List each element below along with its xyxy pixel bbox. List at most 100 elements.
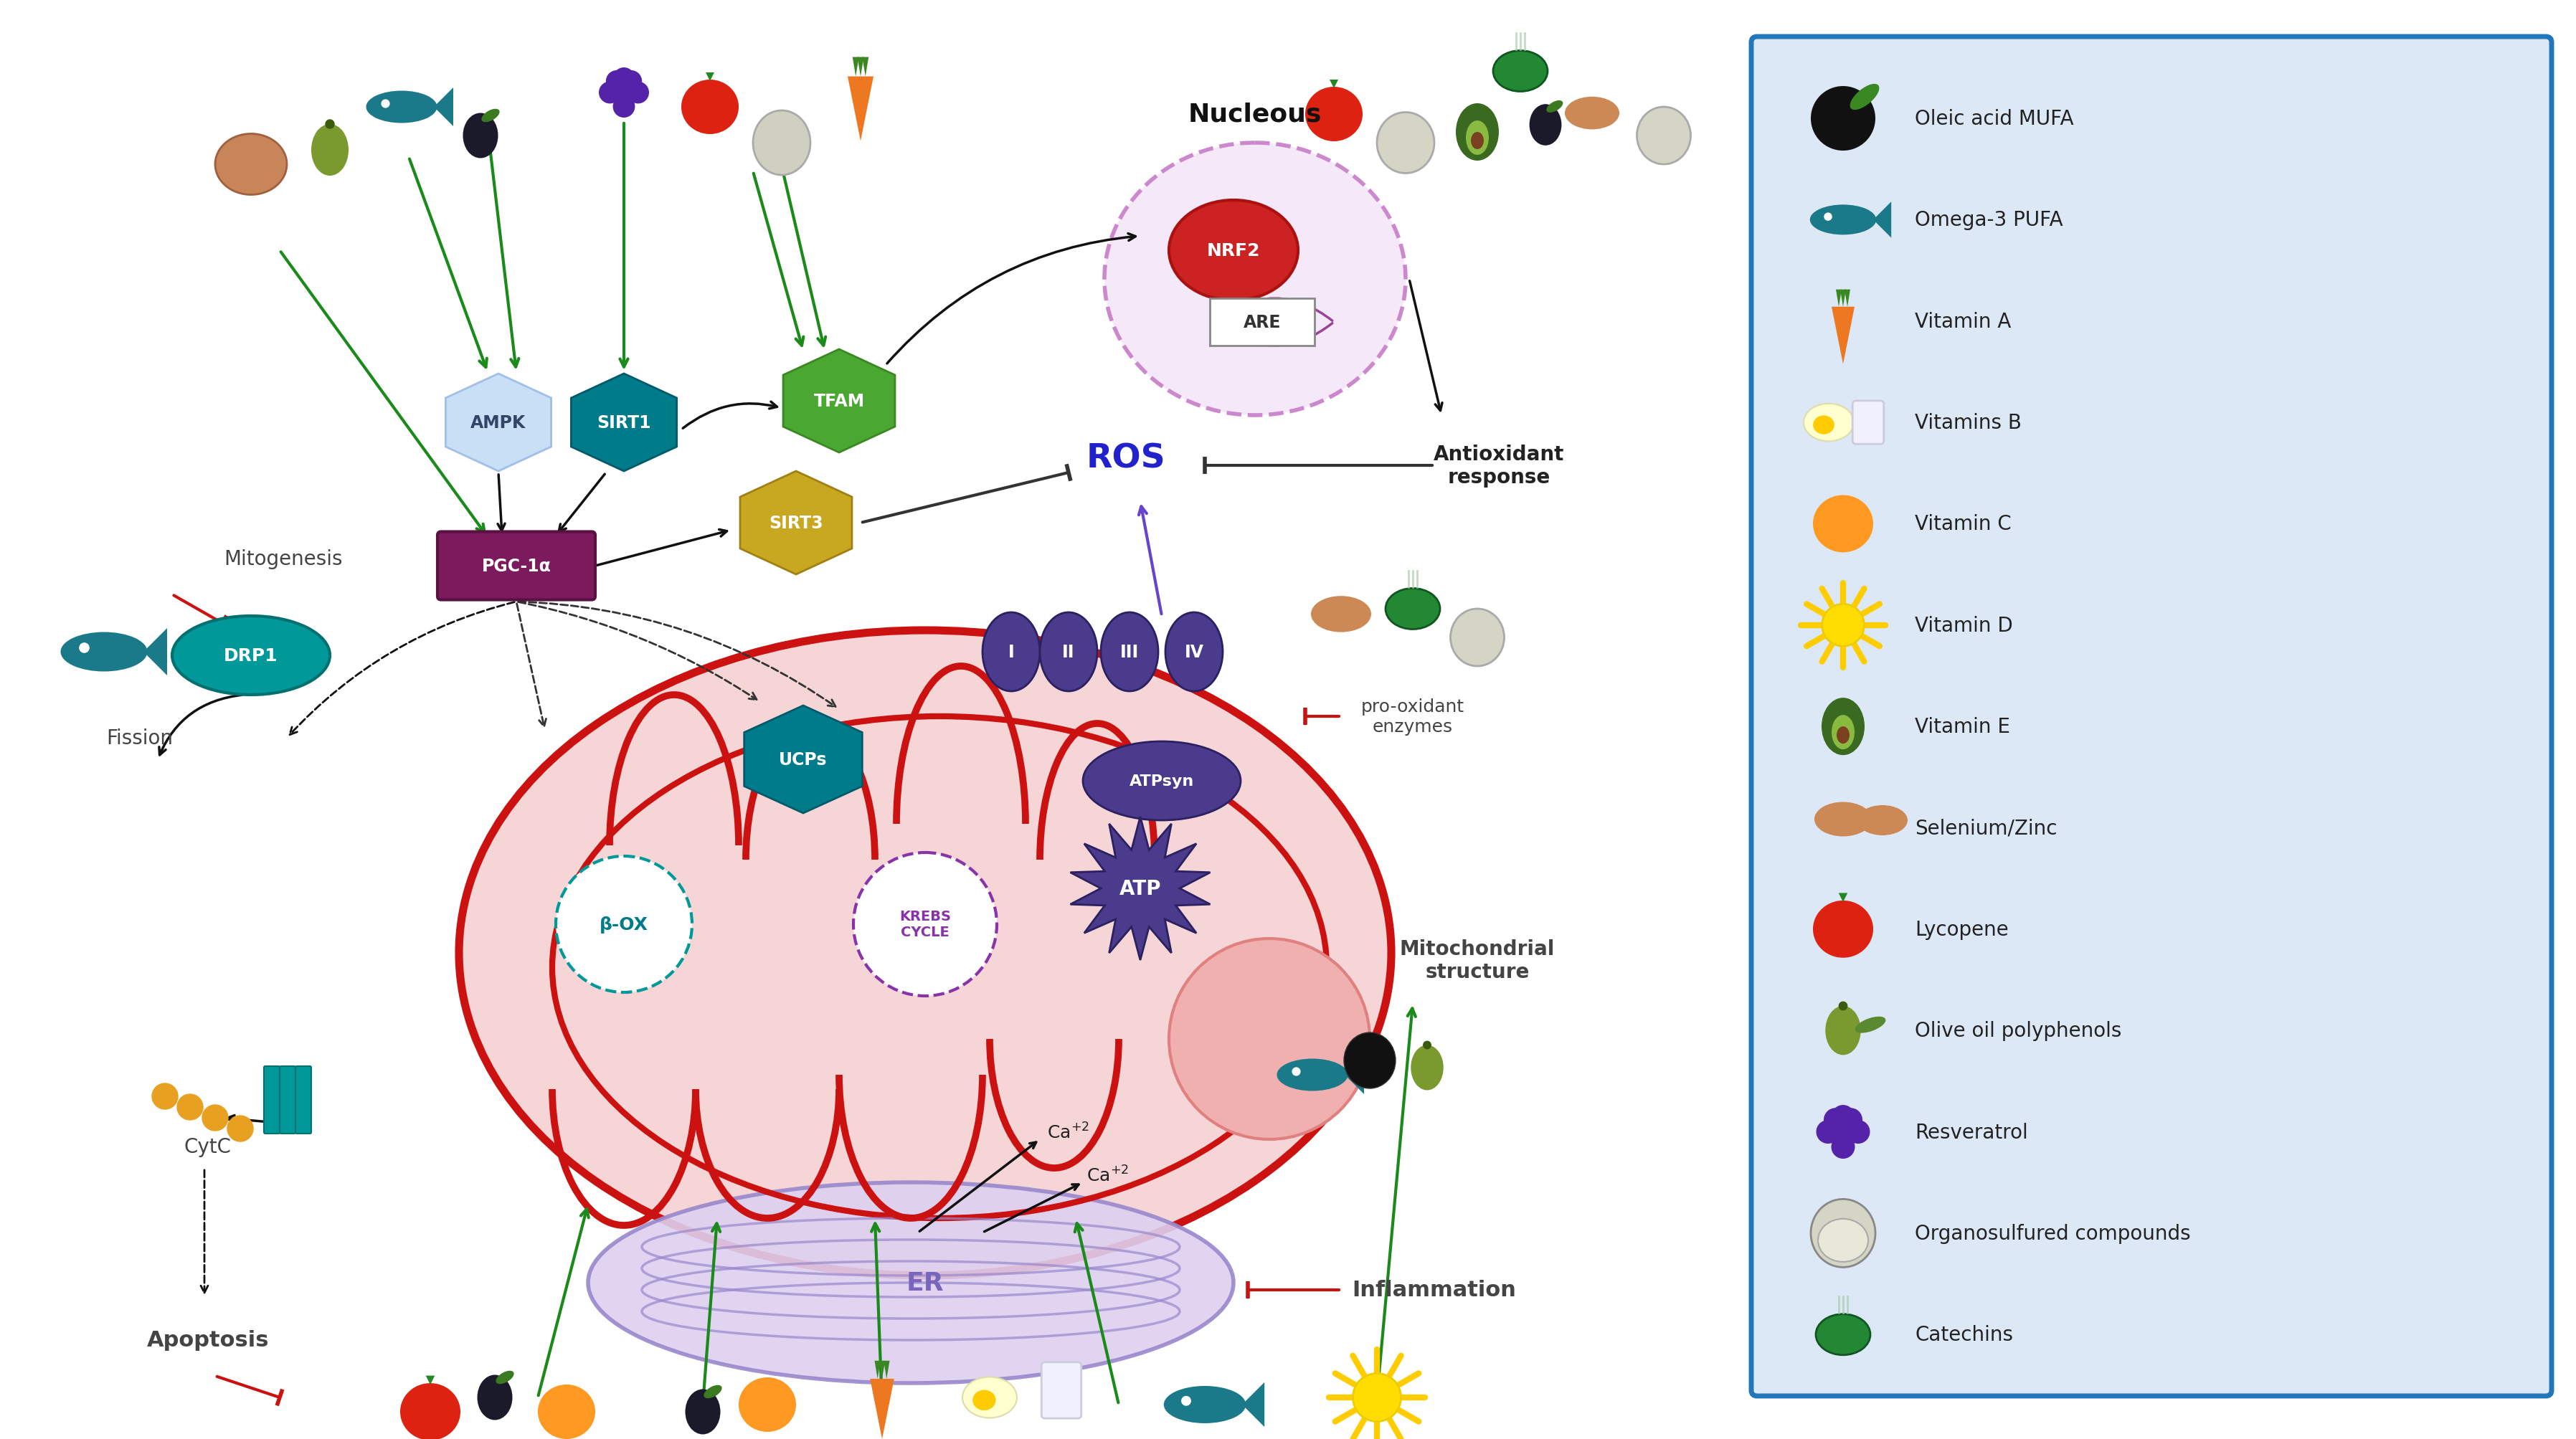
Ellipse shape [1816, 1314, 1870, 1356]
Ellipse shape [1811, 206, 1875, 236]
Circle shape [1832, 1105, 1855, 1128]
Circle shape [1816, 1120, 1839, 1144]
Ellipse shape [538, 1384, 595, 1439]
Ellipse shape [1471, 132, 1484, 150]
Polygon shape [884, 1361, 889, 1379]
FancyBboxPatch shape [1211, 299, 1314, 347]
Ellipse shape [1105, 144, 1406, 416]
Polygon shape [876, 1361, 881, 1379]
Polygon shape [1329, 81, 1337, 89]
Ellipse shape [62, 632, 147, 672]
Text: pro-oxidant
enzymes: pro-oxidant enzymes [1360, 698, 1466, 735]
Text: Vitamin A: Vitamin A [1914, 311, 2012, 331]
Text: Nucleous: Nucleous [1188, 102, 1321, 127]
Ellipse shape [853, 853, 997, 996]
Circle shape [626, 82, 649, 104]
Polygon shape [783, 350, 894, 453]
Polygon shape [446, 374, 551, 472]
Circle shape [325, 121, 335, 130]
Polygon shape [1072, 817, 1211, 960]
Text: NRF2: NRF2 [1206, 242, 1260, 259]
Circle shape [613, 96, 634, 118]
Text: Catechins: Catechins [1914, 1324, 2012, 1344]
Polygon shape [1345, 1056, 1365, 1094]
Ellipse shape [459, 630, 1391, 1275]
Polygon shape [1242, 1383, 1265, 1427]
Text: ROS: ROS [1087, 443, 1164, 475]
Text: Mitogenesis: Mitogenesis [224, 548, 343, 568]
FancyBboxPatch shape [438, 532, 595, 600]
Ellipse shape [1819, 1219, 1868, 1262]
Circle shape [178, 1094, 204, 1120]
Polygon shape [572, 374, 677, 472]
Ellipse shape [173, 616, 330, 695]
Ellipse shape [1345, 1033, 1396, 1088]
Text: AMPK: AMPK [471, 414, 526, 432]
Circle shape [1811, 86, 1875, 151]
Circle shape [80, 643, 90, 653]
Text: SIRT1: SIRT1 [598, 414, 652, 432]
Text: Olive oil polyphenols: Olive oil polyphenols [1914, 1020, 2123, 1040]
Text: TFAM: TFAM [814, 393, 866, 410]
Ellipse shape [1450, 609, 1504, 666]
Circle shape [381, 101, 389, 108]
Ellipse shape [1850, 85, 1880, 111]
Circle shape [598, 82, 621, 104]
Ellipse shape [1546, 101, 1564, 114]
Text: I: I [1007, 643, 1015, 661]
Circle shape [1425, 1042, 1430, 1049]
Circle shape [1839, 1108, 1862, 1131]
Text: UCPs: UCPs [778, 751, 827, 768]
Ellipse shape [1855, 1017, 1886, 1033]
Polygon shape [1844, 291, 1850, 308]
Circle shape [621, 71, 641, 94]
Text: β-OX: β-OX [600, 915, 649, 932]
Text: Mitochondrial
structure: Mitochondrial structure [1399, 938, 1556, 981]
Ellipse shape [1814, 495, 1873, 553]
Polygon shape [858, 58, 863, 78]
Text: ATPsyn: ATPsyn [1128, 774, 1195, 789]
Ellipse shape [1041, 613, 1097, 692]
Circle shape [1832, 1120, 1855, 1144]
Text: KREBS
CYCLE: KREBS CYCLE [899, 909, 951, 940]
Text: Selenium/Zinc: Selenium/Zinc [1914, 817, 2058, 837]
Ellipse shape [1803, 404, 1855, 442]
Text: ER: ER [907, 1271, 943, 1295]
Ellipse shape [1412, 1045, 1443, 1091]
Polygon shape [1839, 894, 1847, 902]
Polygon shape [433, 88, 453, 127]
Ellipse shape [1564, 98, 1620, 130]
Circle shape [152, 1084, 178, 1109]
Ellipse shape [703, 1386, 721, 1399]
Circle shape [1832, 1135, 1855, 1158]
Text: Organosulfured compounds: Organosulfured compounds [1914, 1223, 2190, 1243]
Circle shape [1182, 1396, 1190, 1406]
Ellipse shape [1455, 104, 1499, 161]
Ellipse shape [1100, 613, 1159, 692]
Ellipse shape [1164, 613, 1224, 692]
Ellipse shape [1164, 1386, 1247, 1423]
Ellipse shape [1466, 121, 1489, 155]
Text: ARE: ARE [1244, 314, 1280, 331]
Polygon shape [739, 472, 853, 574]
Ellipse shape [495, 1371, 515, 1384]
Polygon shape [1832, 308, 1855, 364]
FancyBboxPatch shape [281, 1066, 296, 1134]
Polygon shape [878, 1361, 886, 1379]
FancyBboxPatch shape [1041, 1363, 1082, 1419]
Circle shape [227, 1115, 252, 1141]
Text: Omega-3 PUFA: Omega-3 PUFA [1914, 210, 2063, 230]
Ellipse shape [974, 1390, 997, 1410]
FancyBboxPatch shape [1852, 401, 1883, 445]
Ellipse shape [482, 109, 500, 122]
Ellipse shape [1494, 52, 1548, 92]
Ellipse shape [464, 114, 497, 158]
Circle shape [1824, 1108, 1847, 1131]
Ellipse shape [1821, 698, 1865, 755]
Ellipse shape [1814, 901, 1873, 958]
Ellipse shape [963, 1377, 1018, 1417]
Circle shape [613, 82, 634, 104]
Text: Vitamin C: Vitamin C [1914, 514, 2012, 534]
Ellipse shape [1857, 806, 1909, 836]
Polygon shape [863, 58, 868, 78]
